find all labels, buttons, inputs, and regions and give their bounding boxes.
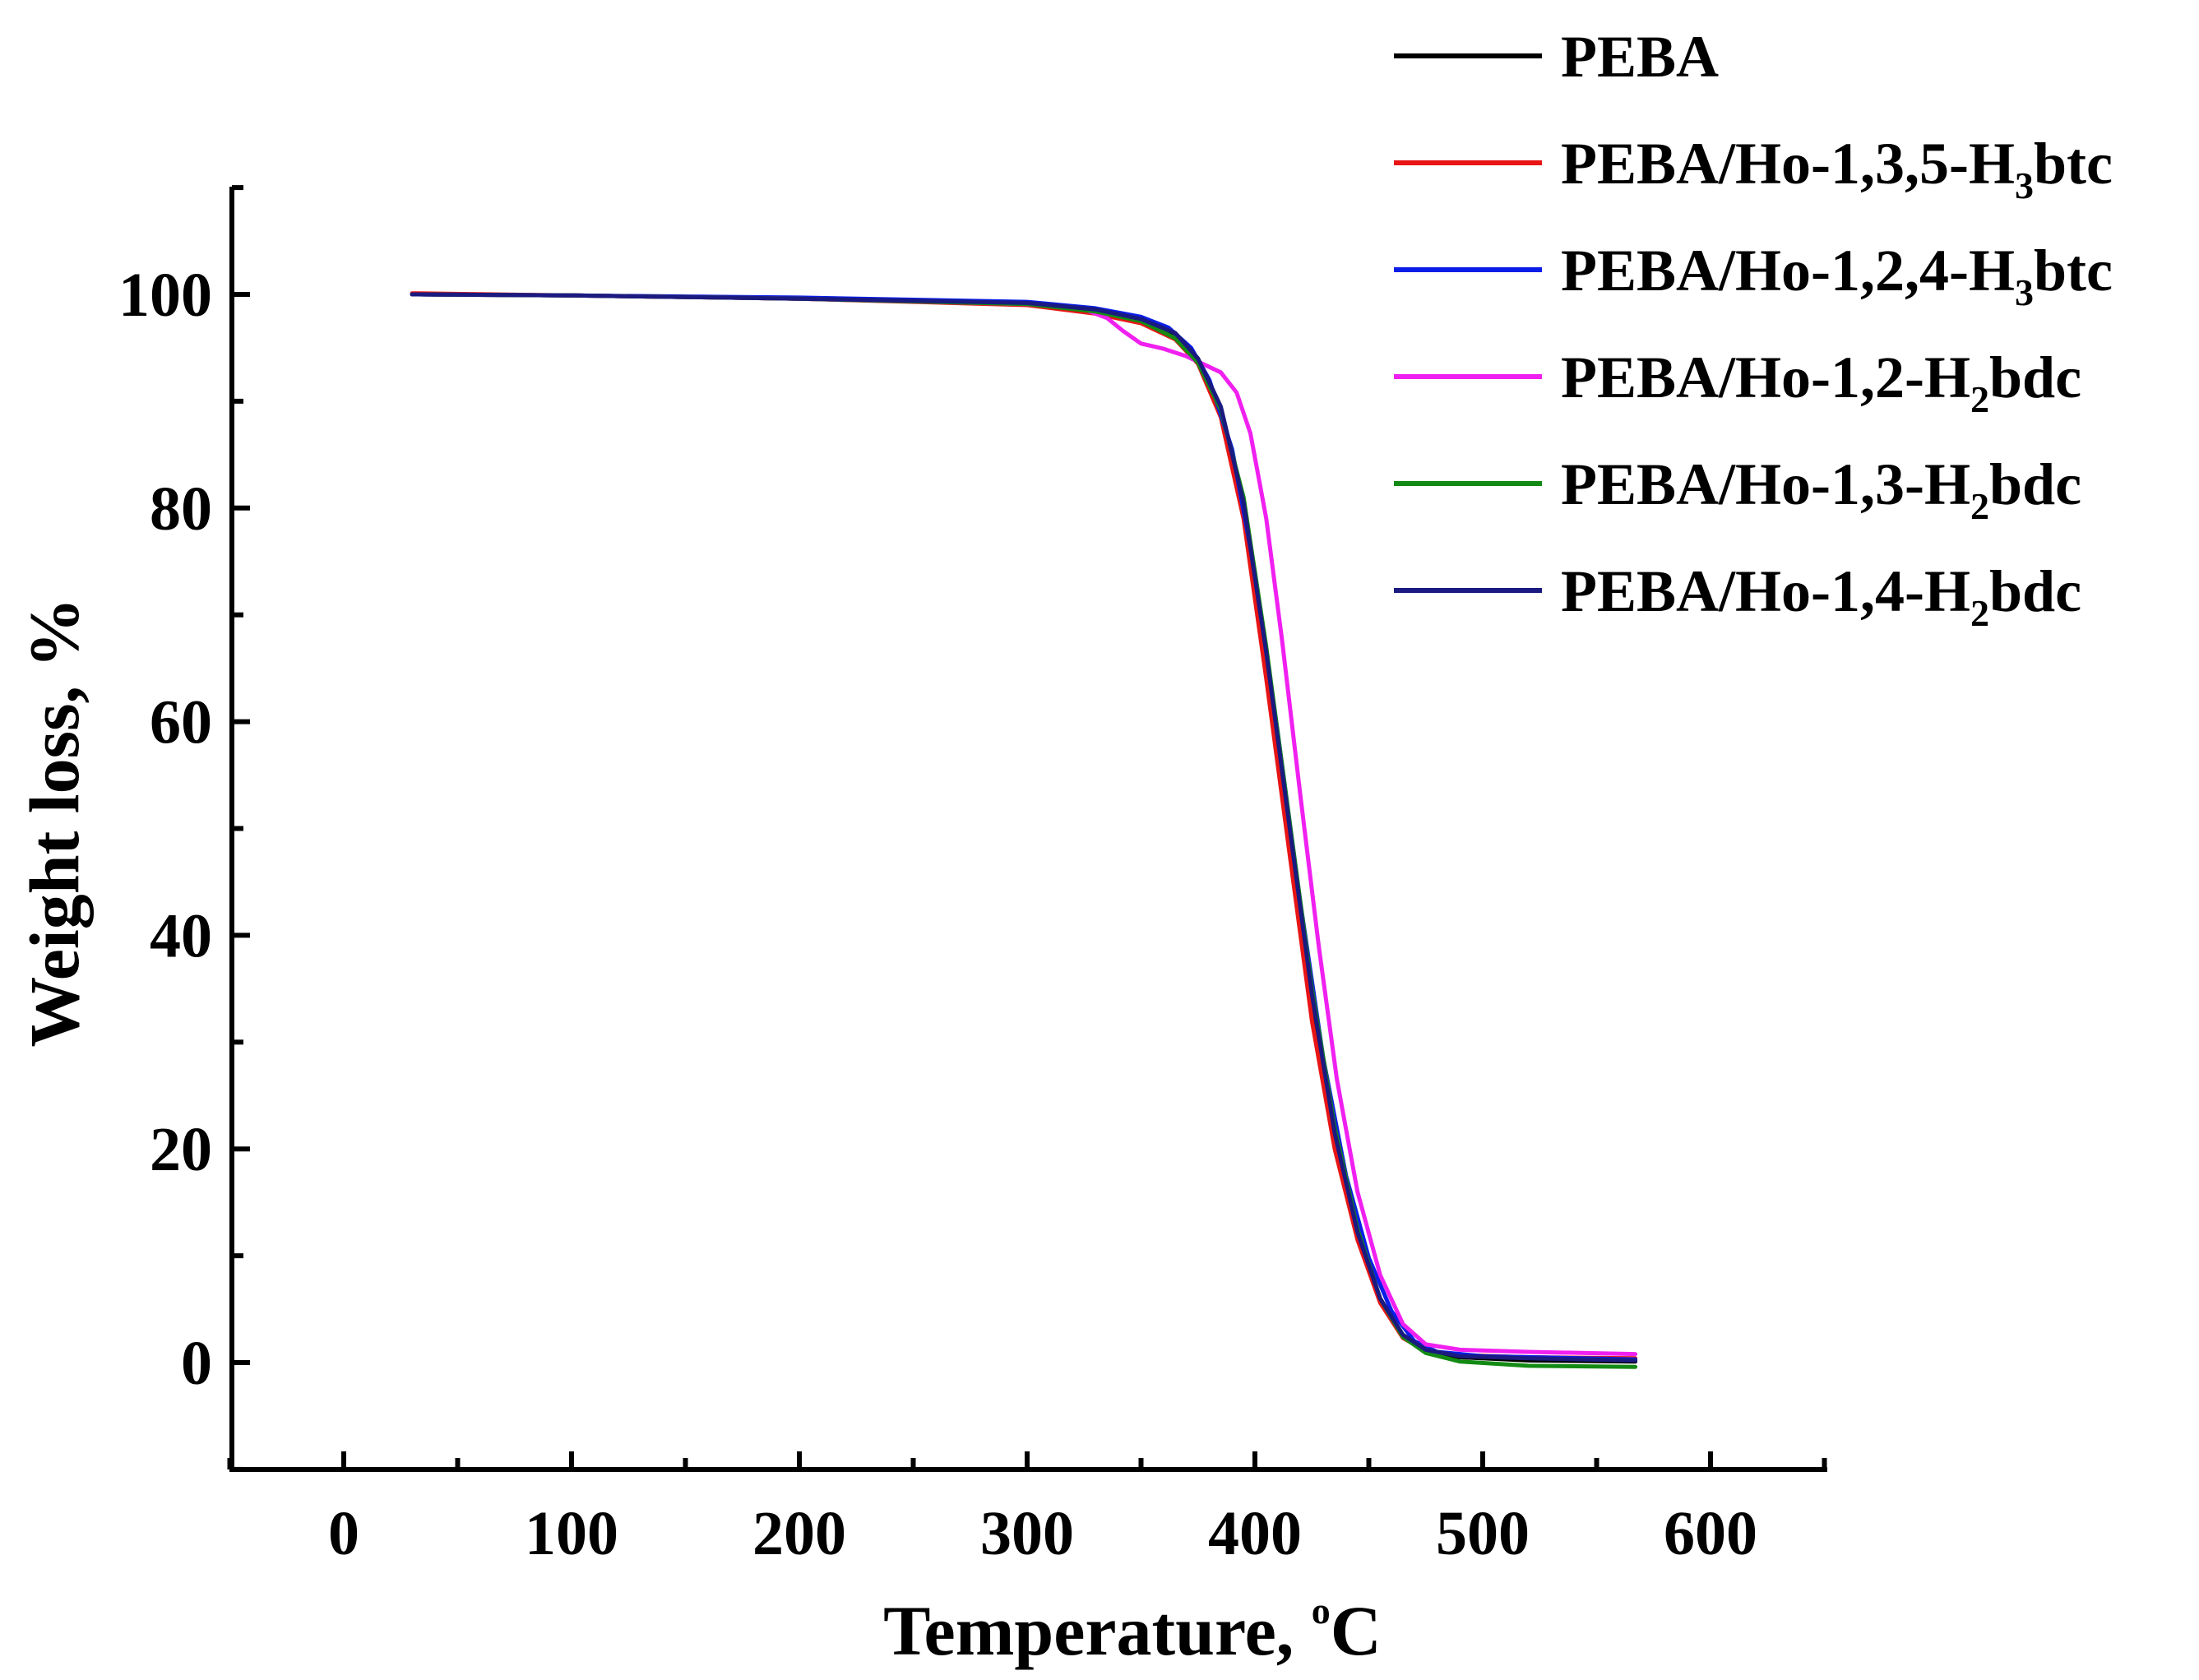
x-axis-title: Temperature, oC (883, 1590, 1382, 1670)
legend-label-suffix: btc (2034, 238, 2113, 303)
legend-label-1: PEBA (1561, 24, 1719, 90)
legend-label-suffix: bdc (1989, 345, 2081, 410)
y-tick-label: 40 (150, 901, 212, 970)
y-tick-label: 80 (150, 474, 212, 544)
legend-label-subscript: 2 (1970, 592, 1989, 634)
legend-label-2: PEBA/Ho-1,3,5-H3btc (1561, 131, 2113, 206)
y-tick-label: 0 (181, 1329, 212, 1398)
legend-label-subscript: 3 (2015, 271, 2034, 313)
series-line-1 (410, 292, 1638, 1364)
legend-label-4: PEBA/Ho-1,2-H2bdc (1561, 345, 2081, 420)
series-lines (410, 291, 1638, 1369)
legend-label-text: PEBA/Ho-1,3,5-H (1561, 131, 2015, 197)
series-line-6 (410, 292, 1638, 1363)
legend-label-subscript: 3 (2015, 164, 2034, 206)
x-tick-label: 200 (752, 1499, 846, 1568)
legend-label-text: PEBA/Ho-1,2-H (1561, 345, 1970, 410)
series-line-3 (410, 292, 1638, 1362)
x-tick-label: 600 (1664, 1499, 1757, 1568)
x-axis-title-superscript: o (1312, 1590, 1331, 1631)
plot-area: 0 20 40 60 80 100 0 100 200 300 400 500 600 (118, 185, 1827, 1568)
x-tick-label: 300 (980, 1499, 1074, 1568)
x-axis-title-unit: C (1331, 1591, 1382, 1670)
series-line-5 (410, 292, 1638, 1369)
legend-label-text: PEBA/Ho-1,3-H (1561, 451, 1970, 517)
y-axis-title: Weight loss, % (15, 597, 94, 1047)
legend-label-text: PEBA (1561, 24, 1719, 90)
x-tick-label: 500 (1436, 1499, 1530, 1568)
legend-label-subscript: 2 (1970, 378, 1989, 420)
x-tick-label: 0 (328, 1499, 359, 1568)
legend-label-suffix: btc (2034, 131, 2113, 197)
legend: PEBAPEBA/Ho-1,3,5-H3btcPEBA/Ho-1,2,4-H3b… (1394, 24, 2113, 634)
x-tick-label: 100 (525, 1499, 618, 1568)
x-axis-title-main: Temperature, (883, 1591, 1312, 1670)
legend-label-suffix: bdc (1989, 558, 2081, 624)
y-tick-label: 60 (150, 688, 212, 757)
legend-label-subscript: 2 (1970, 485, 1989, 527)
legend-label-text: PEBA/Ho-1,2,4-H (1561, 238, 2015, 303)
x-tick-label: 400 (1208, 1499, 1302, 1568)
x-ticks: 0 100 200 300 400 500 600 (227, 1451, 1827, 1568)
legend-label-6: PEBA/Ho-1,4-H2bdc (1561, 558, 2081, 634)
y-ticks: 0 20 40 60 80 100 (118, 185, 250, 1472)
legend-label-text: PEBA/Ho-1,4-H (1561, 558, 1970, 624)
y-tick-label: 20 (150, 1115, 212, 1184)
series-line-4 (410, 292, 1638, 1357)
legend-label-suffix: bdc (1989, 451, 2081, 517)
legend-label-3: PEBA/Ho-1,2,4-H3btc (1561, 238, 2113, 313)
series-line-2 (410, 291, 1638, 1361)
y-tick-label: 100 (118, 261, 212, 330)
legend-label-5: PEBA/Ho-1,3-H2bdc (1561, 451, 2081, 527)
